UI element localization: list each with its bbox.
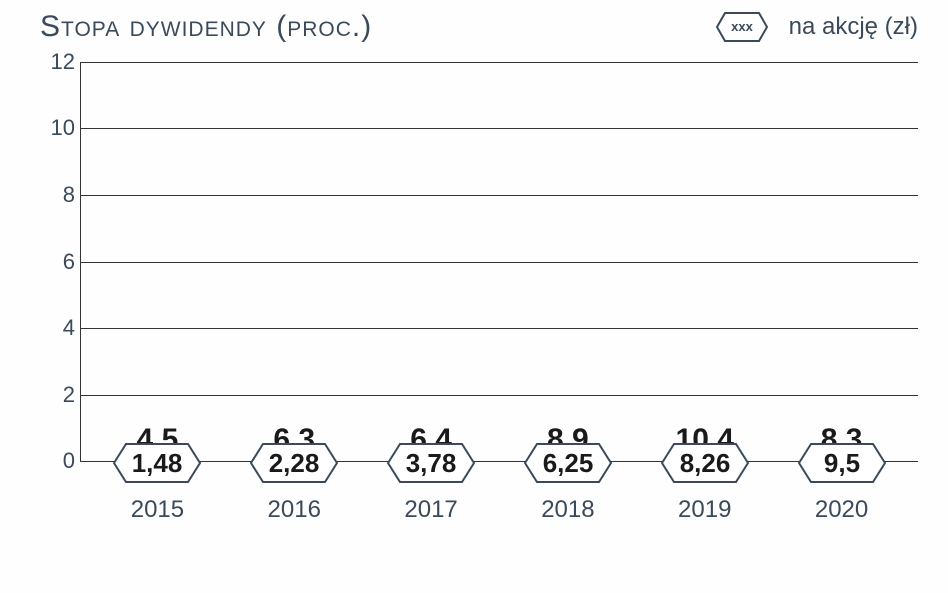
legend-label: na akcję (zł) bbox=[789, 13, 918, 41]
per-share-badge: 8,26 bbox=[650, 441, 760, 490]
x-tick-label: 2016 bbox=[268, 496, 321, 524]
legend: xxx na akcję (zł) bbox=[707, 10, 918, 44]
y-tick-label: 12 bbox=[41, 49, 75, 75]
x-group: 6,252018 bbox=[502, 461, 633, 524]
y-tick-label: 10 bbox=[41, 115, 75, 141]
chart-header: Stopa dywidendy (proc.) xxx na akcję (zł… bbox=[20, 10, 928, 44]
y-tick-label: 4 bbox=[41, 315, 75, 341]
chart-title: Stopa dywidendy (proc.) bbox=[40, 10, 372, 44]
per-share-badge: 1,48 bbox=[102, 441, 212, 490]
y-tick-label: 0 bbox=[41, 448, 75, 474]
x-group: 2,282016 bbox=[229, 461, 360, 524]
per-share-badge: 3,78 bbox=[376, 441, 486, 490]
x-tick-label: 2019 bbox=[678, 496, 731, 524]
per-share-badge: 6,25 bbox=[513, 441, 623, 490]
x-tick-label: 2020 bbox=[815, 496, 868, 524]
legend-sample-text: xxx bbox=[731, 19, 753, 34]
per-share-value: 8,26 bbox=[679, 448, 730, 478]
legend-hex-sample: xxx bbox=[707, 10, 777, 44]
per-share-value: 9,5 bbox=[823, 448, 859, 478]
x-group: 8,262019 bbox=[639, 461, 770, 524]
x-tick-label: 2017 bbox=[404, 496, 457, 524]
x-tick-label: 2015 bbox=[131, 496, 184, 524]
x-group: 3,782017 bbox=[365, 461, 496, 524]
x-axis-container: 1,4820152,2820163,7820176,2520188,262019… bbox=[81, 461, 918, 524]
per-share-value: 1,48 bbox=[132, 448, 183, 478]
x-group: 9,52020 bbox=[776, 461, 907, 524]
x-tick-label: 2018 bbox=[541, 496, 594, 524]
plot-area: 024681012 4,56,36,48,910,48,3 1,4820152,… bbox=[80, 62, 918, 462]
bars-container: 4,56,36,48,910,48,3 bbox=[81, 62, 918, 461]
bar-chart: 024681012 4,56,36,48,910,48,3 1,4820152,… bbox=[20, 62, 928, 562]
per-share-badge: 9,5 bbox=[787, 441, 897, 490]
per-share-value: 6,25 bbox=[543, 448, 594, 478]
y-tick-label: 2 bbox=[41, 382, 75, 408]
y-tick-label: 6 bbox=[41, 249, 75, 275]
x-group: 1,482015 bbox=[92, 461, 223, 524]
per-share-badge: 2,28 bbox=[239, 441, 349, 490]
y-tick-label: 8 bbox=[41, 182, 75, 208]
per-share-value: 3,78 bbox=[406, 448, 457, 478]
per-share-value: 2,28 bbox=[269, 448, 320, 478]
